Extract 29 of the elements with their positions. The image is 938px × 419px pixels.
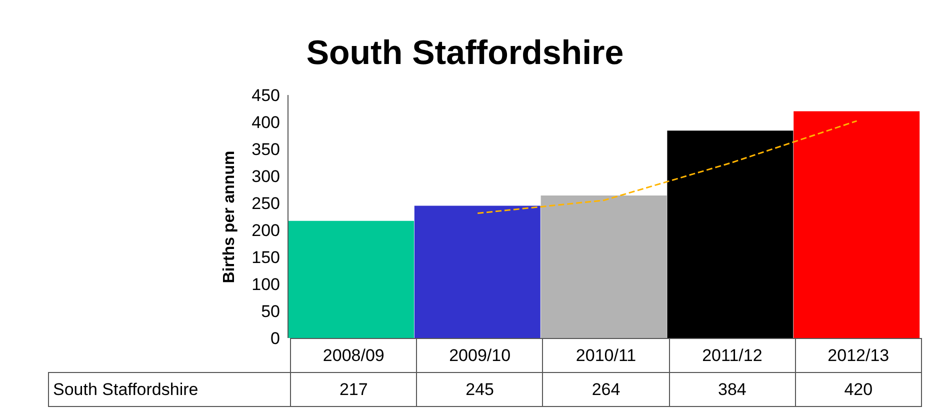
y-tick-label: 300 [252, 167, 280, 186]
y-tick-label: 250 [252, 194, 280, 214]
x-tick-label: 2011/12 [669, 338, 796, 372]
y-tick-label: 150 [252, 248, 280, 268]
y-tick-label: 400 [252, 113, 280, 132]
x-tick-label: 2010/11 [542, 338, 670, 372]
bar [288, 220, 414, 338]
bar [540, 195, 667, 338]
data-label: 245 [416, 372, 543, 406]
chart-title: South Staffordshire [305, 34, 625, 73]
x-tick-label: 2008/09 [290, 338, 417, 372]
bar [794, 111, 920, 338]
data-label: 420 [795, 372, 922, 406]
data-label: 384 [669, 372, 796, 406]
y-tick-label: 350 [252, 140, 280, 160]
y-tick-label: 0 [270, 329, 280, 348]
bar [414, 206, 540, 338]
data-label: 217 [290, 372, 417, 406]
text: South Staffordshire [48, 372, 291, 406]
line-series [476, 120, 858, 214]
x-tick-label: 2012/13 [795, 338, 922, 372]
y-axis-title: Births per annum [221, 150, 239, 283]
y-tick-label: 100 [252, 275, 280, 294]
y-tick-label: 200 [252, 221, 280, 240]
bar [667, 130, 794, 338]
x-tick-label: 2009/10 [416, 338, 543, 372]
y-tick-label: 450 [252, 86, 280, 106]
y-tick-label: 50 [261, 302, 280, 322]
data-label: 264 [542, 372, 670, 406]
